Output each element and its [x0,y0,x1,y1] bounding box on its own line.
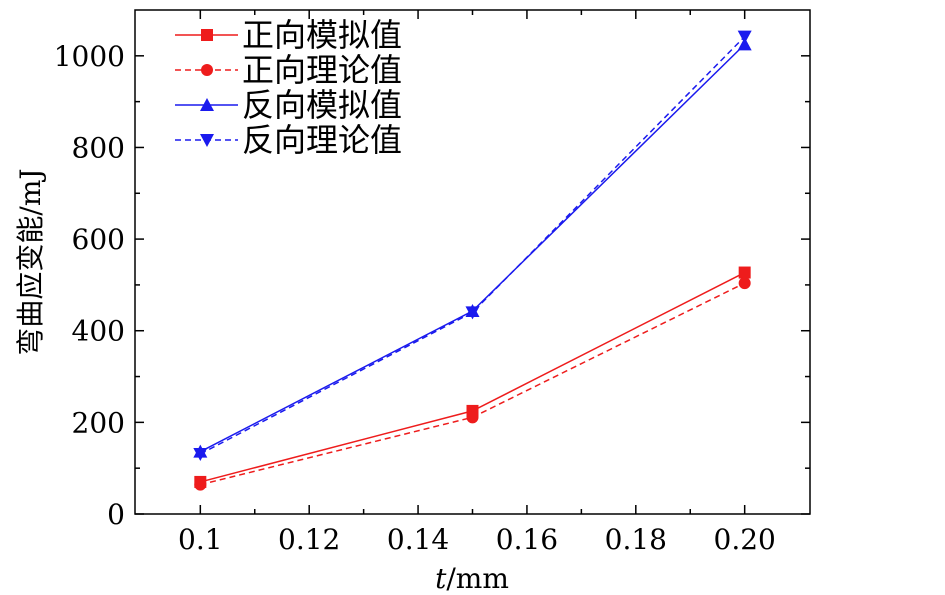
x-tick-label: 0.14 [387,523,449,556]
x-axis-title-variable: t [435,562,447,595]
x-axis-title-unit: /mm [446,562,509,595]
y-tick-label: 0 [107,498,125,531]
legend-marker [200,134,214,147]
data-point [465,306,480,320]
legend-label: 反向模拟值 [242,86,402,124]
y-tick-label: 800 [72,131,125,164]
y-tick-label: 200 [72,406,125,439]
y-tick-label: 600 [72,223,125,256]
x-tick-label: 0.12 [278,523,340,556]
x-tick-label: 0.1 [178,523,223,556]
y-tick-label: 400 [72,315,125,348]
series-markers [193,30,752,491]
y-axis-title: 弯曲应变能/mJ [14,168,47,355]
data-point [194,478,207,491]
series-line [200,271,746,483]
legend-label: 正向理论值 [242,51,402,89]
data-point [737,30,752,44]
series-line [199,36,746,455]
legend-label: 反向理论值 [242,121,402,159]
legend-marker [201,64,213,76]
y-tick-label: 1000 [54,40,125,73]
legend-marker [201,29,213,41]
plot-frame [134,9,811,515]
legend-label: 正向模拟值 [242,16,402,54]
x-tick-label: 0.20 [714,523,776,556]
data-point [738,266,751,279]
x-tick-label: 0.16 [496,523,558,556]
x-axis-title: t/mm [435,562,509,595]
axis-tick-labels: 0.1 0.12 0.14 0.16 0.18 0.20 0 200 400 600 800 1000 [54,40,776,556]
x-tick-label: 0.18 [605,523,667,556]
data-point [737,37,752,51]
data-point [738,277,751,290]
data-point [193,447,208,461]
legend-marker [200,98,214,111]
data-point [466,411,479,424]
axis-ticks [135,10,810,515]
